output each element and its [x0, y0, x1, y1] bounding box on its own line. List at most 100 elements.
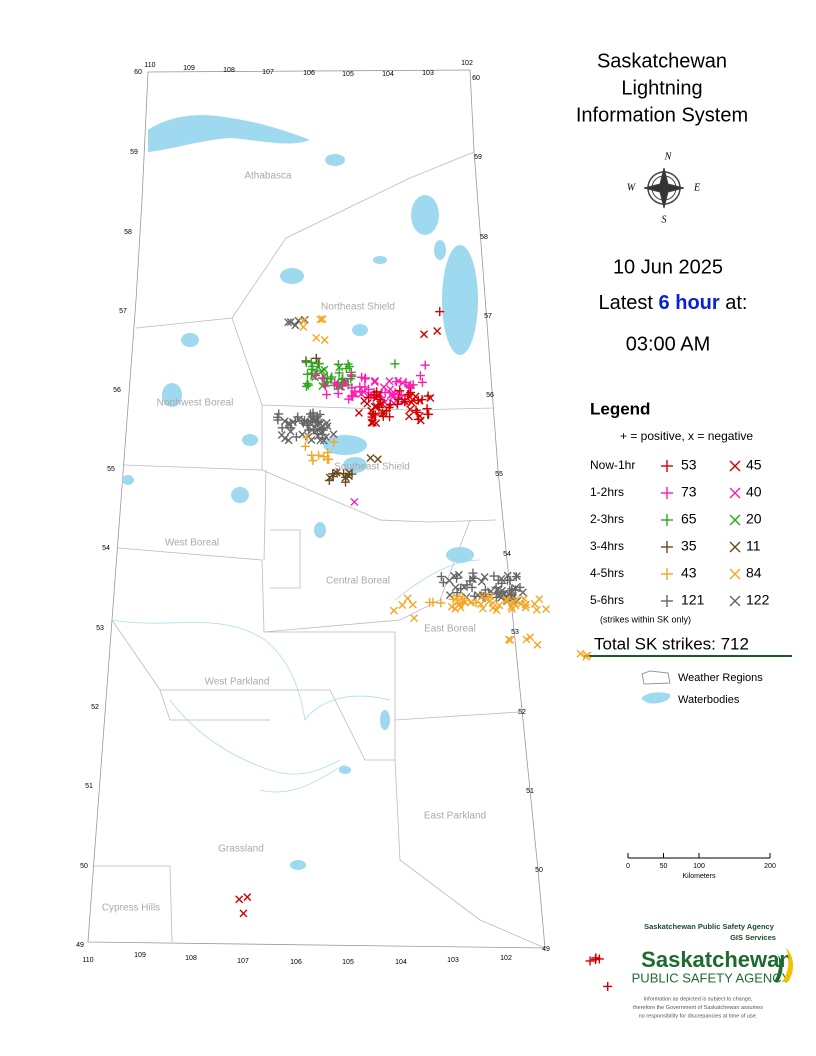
plus: [308, 456, 318, 466]
legend-positive: 53: [681, 457, 697, 473]
cross-b: [729, 487, 741, 499]
coordinate-label: 52: [518, 709, 526, 716]
cross: [320, 365, 329, 374]
cross-b: [408, 600, 417, 609]
strikes: [235, 307, 613, 991]
coordinate-label: 60: [134, 69, 142, 76]
cross: [291, 321, 300, 330]
cross-b: [403, 594, 412, 603]
plus: [346, 391, 356, 401]
cross-b: [451, 583, 460, 592]
plus: [319, 452, 329, 462]
cross: [368, 418, 377, 427]
cross-b: [508, 591, 517, 600]
cross: [445, 591, 454, 600]
cross: [729, 541, 741, 553]
cross-b: [280, 434, 289, 443]
cross-b: [370, 402, 379, 411]
plus: [603, 981, 613, 991]
cross-b: [301, 418, 310, 427]
cross: [313, 432, 322, 441]
coordinate-label: 57: [119, 308, 127, 315]
legend-negative: 40: [746, 484, 762, 500]
plus: [420, 360, 430, 370]
coordinate-label: 106: [290, 959, 302, 966]
coordinate-label: 51: [85, 783, 93, 790]
legend-positive: 65: [681, 511, 697, 527]
cross: [476, 600, 485, 609]
cross-b: [433, 326, 442, 335]
plus: [661, 541, 673, 553]
cross-b: [363, 399, 372, 408]
disclaimer-line: no responsibility for discrepancies at t…: [639, 1013, 758, 1019]
cross: [299, 316, 308, 325]
plus: [468, 568, 478, 578]
cross: [492, 606, 501, 615]
cross-b: [474, 591, 482, 600]
cross: [576, 649, 585, 658]
legend-negative: 20: [746, 511, 762, 527]
cross: [495, 601, 504, 610]
cross: [335, 363, 344, 372]
legend-total: Total SK strikes: 712: [594, 634, 749, 653]
cross: [389, 399, 398, 408]
cross-b: [366, 454, 375, 463]
region-label: Northeast Shield: [321, 302, 395, 313]
region-boundary: [270, 529, 301, 589]
plus: [483, 592, 493, 602]
region-label: Northwest Boreal: [157, 398, 234, 409]
cross-b: [493, 585, 502, 594]
coordinate-label: 54: [503, 551, 511, 558]
agency-unit: GIS Services: [730, 933, 776, 942]
compass-s: S: [662, 214, 667, 225]
cross-b: [533, 640, 542, 649]
cross: [363, 399, 372, 408]
plus: [277, 423, 287, 433]
cross: [357, 389, 366, 398]
plus: [302, 433, 312, 443]
cross: [532, 605, 541, 614]
region-label: Athabasca: [244, 171, 292, 182]
cross-b: [532, 605, 541, 614]
legend-positive: 35: [681, 538, 697, 554]
cross: [526, 633, 535, 642]
cross-b: [284, 318, 293, 327]
plus: [364, 393, 374, 403]
cross: [729, 514, 741, 526]
coordinate-label: 108: [223, 67, 235, 74]
cross: [467, 598, 476, 607]
cross: [370, 376, 379, 385]
logo-bottom: PUBLIC SAFETY AGENCY: [632, 970, 791, 985]
cross-b: [405, 412, 414, 421]
coordinate-label: 56: [113, 387, 121, 394]
cross-b: [323, 422, 332, 431]
legend-negative: 122: [746, 592, 770, 608]
cross-b: [325, 473, 334, 482]
coordinate-label: 102: [500, 955, 512, 962]
cross: [310, 415, 319, 424]
cross-b: [351, 390, 360, 399]
cross-b: [518, 588, 527, 597]
coordinate-label: 52: [91, 704, 99, 711]
cross: [533, 640, 542, 649]
cross: [377, 399, 386, 408]
cross-b: [542, 605, 551, 614]
scale-unit: Kilometers: [682, 873, 716, 880]
cross-b: [243, 893, 252, 902]
legend-period: Now-1hr: [590, 458, 635, 472]
cross-b: [497, 574, 506, 583]
disclaimer-line: Information as depicted is subject to ch…: [644, 996, 753, 1002]
cross-b: [477, 577, 486, 586]
region-label: West Parkland: [205, 677, 270, 688]
coordinate-label: 104: [382, 71, 394, 78]
legend-positive: 73: [681, 484, 697, 500]
legend-note: (strikes within SK only): [600, 614, 691, 624]
cross-b: [476, 600, 485, 609]
coordinate-label: 50: [80, 863, 88, 870]
cross: [445, 576, 454, 585]
plus: [343, 359, 353, 369]
region-label: East Parkland: [424, 811, 486, 822]
coordinate-label: 58: [480, 234, 488, 241]
coordinate-label: 110: [82, 957, 93, 964]
